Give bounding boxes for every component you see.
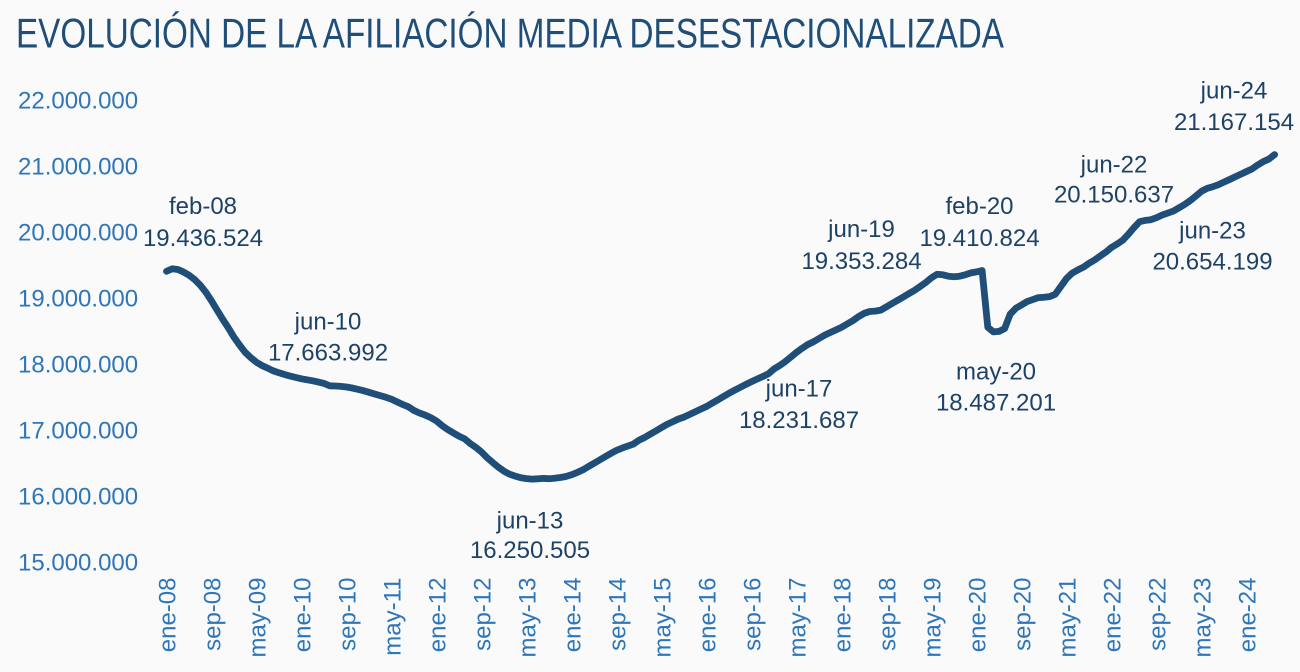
svg-text:19.353.284: 19.353.284 [801, 248, 921, 275]
svg-text:jun-22: jun-22 [1080, 152, 1148, 179]
svg-text:ene-22: ene-22 [1099, 578, 1126, 653]
svg-text:18.231.687: 18.231.687 [739, 407, 859, 434]
svg-text:19.436.524: 19.436.524 [143, 225, 263, 252]
svg-text:sep-14: sep-14 [604, 578, 631, 651]
svg-text:ene-12: ene-12 [424, 578, 451, 653]
svg-text:feb-20: feb-20 [945, 193, 1013, 220]
svg-text:sep-22: sep-22 [1144, 578, 1171, 651]
svg-text:may-11: may-11 [379, 578, 406, 656]
svg-text:jun-13: jun-13 [496, 508, 564, 535]
svg-text:ene-24: ene-24 [1234, 578, 1261, 653]
svg-text:jun-19: jun-19 [827, 216, 895, 243]
svg-text:may-23: may-23 [1189, 578, 1216, 658]
svg-text:18.487.201: 18.487.201 [936, 390, 1056, 417]
svg-text:21.167.154: 21.167.154 [1174, 109, 1294, 136]
svg-text:20.654.199: 20.654.199 [1152, 249, 1272, 276]
svg-text:17.000.000: 17.000.000 [18, 417, 138, 444]
svg-text:16.000.000: 16.000.000 [18, 483, 138, 510]
svg-text:ene-20: ene-20 [964, 578, 991, 653]
svg-text:17.663.992: 17.663.992 [268, 340, 388, 367]
svg-text:ene-16: ene-16 [694, 578, 721, 653]
svg-text:16.250.505: 16.250.505 [470, 537, 590, 564]
svg-text:may-09: may-09 [244, 578, 271, 658]
svg-text:sep-10: sep-10 [334, 578, 361, 651]
svg-text:may-19: may-19 [919, 578, 946, 658]
svg-text:sep-18: sep-18 [874, 578, 901, 651]
svg-text:may-20: may-20 [956, 359, 1036, 386]
svg-text:20.000.000: 20.000.000 [18, 219, 138, 246]
svg-text:21.000.000: 21.000.000 [18, 153, 138, 180]
svg-text:19.410.824: 19.410.824 [919, 225, 1039, 252]
svg-text:sep-08: sep-08 [199, 578, 226, 651]
svg-text:18.000.000: 18.000.000 [18, 351, 138, 378]
svg-text:jun-23: jun-23 [1178, 218, 1246, 245]
svg-text:jun-17: jun-17 [765, 375, 833, 402]
svg-text:15.000.000: 15.000.000 [18, 549, 138, 576]
svg-text:jun-24: jun-24 [1200, 78, 1268, 105]
svg-text:sep-12: sep-12 [469, 578, 496, 651]
svg-text:may-17: may-17 [784, 578, 811, 658]
svg-text:19.000.000: 19.000.000 [18, 285, 138, 312]
svg-text:ene-14: ene-14 [559, 578, 586, 653]
svg-text:ene-10: ene-10 [289, 578, 316, 653]
svg-text:22.000.000: 22.000.000 [18, 87, 138, 114]
svg-text:feb-08: feb-08 [169, 193, 237, 220]
svg-text:EVOLUCIÓN DE LA AFILIACIÓN MED: EVOLUCIÓN DE LA AFILIACIÓN MEDIA DESESTA… [16, 10, 1004, 57]
svg-text:sep-16: sep-16 [739, 578, 766, 651]
svg-text:sep-20: sep-20 [1009, 578, 1036, 651]
svg-text:20.150.637: 20.150.637 [1054, 182, 1174, 209]
svg-text:jun-10: jun-10 [294, 309, 362, 336]
svg-text:ene-18: ene-18 [829, 578, 856, 653]
svg-text:may-15: may-15 [649, 578, 676, 658]
svg-text:may-13: may-13 [514, 578, 541, 658]
svg-text:ene-08: ene-08 [154, 578, 181, 653]
svg-text:may-21: may-21 [1054, 578, 1081, 658]
